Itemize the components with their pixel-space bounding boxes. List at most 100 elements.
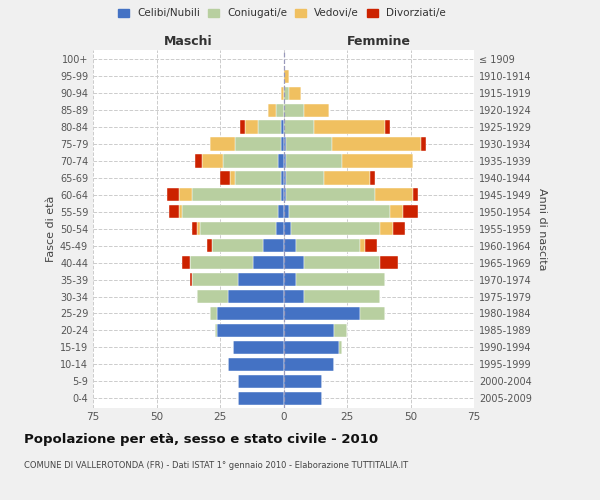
Bar xyxy=(276,104,284,117)
Bar xyxy=(360,239,365,252)
Bar xyxy=(365,239,377,252)
Bar xyxy=(375,188,413,202)
Bar xyxy=(278,205,284,218)
Bar xyxy=(281,188,284,202)
Bar xyxy=(284,307,360,320)
Bar xyxy=(281,120,284,134)
Bar xyxy=(284,86,289,100)
Bar xyxy=(284,273,296,286)
Bar xyxy=(380,222,393,235)
Bar xyxy=(263,239,284,252)
Bar xyxy=(284,154,286,168)
Bar xyxy=(223,154,278,168)
Bar xyxy=(284,239,296,252)
Bar xyxy=(284,120,314,134)
Bar xyxy=(210,307,217,320)
Bar xyxy=(284,188,286,202)
Bar xyxy=(169,205,179,218)
Bar xyxy=(284,205,289,218)
Bar xyxy=(289,205,390,218)
Bar xyxy=(235,172,281,184)
Bar xyxy=(281,86,284,100)
Bar xyxy=(296,273,385,286)
Bar xyxy=(197,290,227,303)
Legend: Celibi/Nubili, Coniugati/e, Vedovi/e, Divorziati/e: Celibi/Nubili, Coniugati/e, Vedovi/e, Di… xyxy=(115,5,449,21)
Bar xyxy=(227,290,284,303)
Bar xyxy=(403,205,418,218)
Bar xyxy=(194,154,202,168)
Bar xyxy=(291,222,380,235)
Bar xyxy=(284,324,334,337)
Bar xyxy=(192,222,197,235)
Bar xyxy=(286,154,342,168)
Bar xyxy=(284,70,289,83)
Bar xyxy=(192,273,238,286)
Bar xyxy=(324,172,370,184)
Bar xyxy=(238,273,284,286)
Bar xyxy=(304,290,380,303)
Bar xyxy=(284,374,322,388)
Bar xyxy=(284,222,291,235)
Bar xyxy=(235,138,281,150)
Bar xyxy=(334,324,347,337)
Bar xyxy=(304,104,329,117)
Bar xyxy=(289,86,301,100)
Bar xyxy=(268,104,276,117)
Bar xyxy=(284,358,334,371)
Bar xyxy=(220,172,230,184)
Bar xyxy=(284,392,322,405)
Bar xyxy=(360,307,385,320)
Bar xyxy=(197,222,200,235)
Y-axis label: Fasce di età: Fasce di età xyxy=(46,196,56,262)
Bar xyxy=(332,138,421,150)
Bar xyxy=(200,222,276,235)
Bar xyxy=(286,138,332,150)
Bar xyxy=(238,392,284,405)
Bar xyxy=(393,222,406,235)
Bar xyxy=(190,273,192,286)
Bar xyxy=(385,120,390,134)
Bar xyxy=(233,340,284,354)
Text: Femmine: Femmine xyxy=(347,34,411,48)
Bar xyxy=(167,188,179,202)
Bar xyxy=(241,120,245,134)
Bar xyxy=(281,138,284,150)
Bar xyxy=(286,188,375,202)
Bar xyxy=(370,172,375,184)
Bar xyxy=(190,256,253,269)
Bar xyxy=(284,104,304,117)
Text: COMUNE DI VALLEROTONDA (FR) - Dati ISTAT 1° gennaio 2010 - Elaborazione TUTTITAL: COMUNE DI VALLEROTONDA (FR) - Dati ISTAT… xyxy=(24,461,408,470)
Bar xyxy=(304,256,380,269)
Bar xyxy=(210,138,235,150)
Bar xyxy=(284,290,304,303)
Bar xyxy=(380,256,398,269)
Bar xyxy=(182,205,278,218)
Bar xyxy=(208,239,212,252)
Bar xyxy=(238,374,284,388)
Bar xyxy=(284,256,304,269)
Bar xyxy=(342,154,413,168)
Bar xyxy=(314,120,385,134)
Bar xyxy=(179,188,192,202)
Bar xyxy=(212,239,263,252)
Text: Popolazione per età, sesso e stato civile - 2010: Popolazione per età, sesso e stato civil… xyxy=(24,432,378,446)
Bar xyxy=(182,256,190,269)
Y-axis label: Anni di nascita: Anni di nascita xyxy=(537,188,547,270)
Bar xyxy=(276,222,284,235)
Bar xyxy=(253,256,284,269)
Bar xyxy=(192,188,281,202)
Bar xyxy=(217,307,284,320)
Text: Maschi: Maschi xyxy=(164,34,212,48)
Bar xyxy=(278,154,284,168)
Bar xyxy=(215,324,217,337)
Bar xyxy=(421,138,426,150)
Bar xyxy=(284,340,340,354)
Bar xyxy=(286,172,324,184)
Bar xyxy=(227,358,284,371)
Bar xyxy=(258,120,281,134)
Bar xyxy=(202,154,223,168)
Bar xyxy=(296,239,360,252)
Bar xyxy=(245,120,258,134)
Bar xyxy=(284,172,286,184)
Bar xyxy=(284,138,286,150)
